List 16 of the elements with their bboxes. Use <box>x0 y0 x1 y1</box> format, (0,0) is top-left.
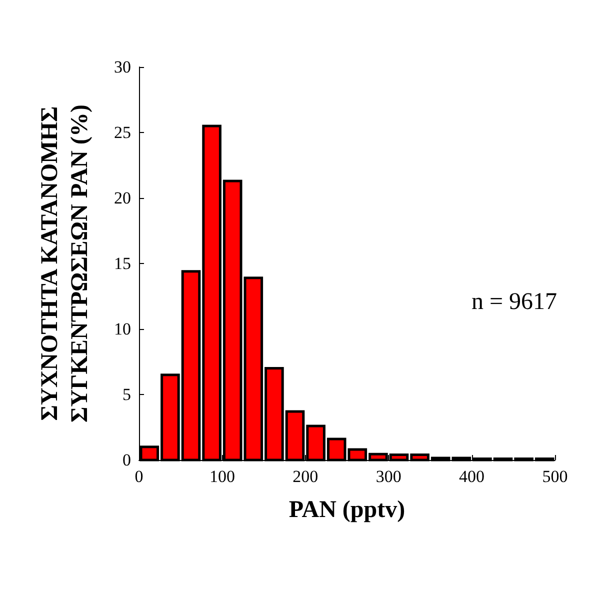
y-tick-label: 30 <box>114 58 131 76</box>
x-tick-label: 100 <box>209 467 235 486</box>
y-tick-label: 20 <box>114 188 131 208</box>
x-tick-label: 500 <box>542 467 568 486</box>
y-tick-label: 15 <box>114 254 131 273</box>
y-tick-label: 25 <box>114 123 131 142</box>
y-tick-label: 10 <box>114 320 131 338</box>
y-axis-title: ΣΥΧΝΟΤΗΤΑ ΚΑΤΑΝΟΜΗΣ ΣΥΓΚΕΝΤΡΩΣΕΩΝ PAN (%) <box>37 104 93 422</box>
x-tick-label: 400 <box>459 467 485 486</box>
y-tick-label: 0 <box>122 450 131 470</box>
x-tick-label: 0 <box>134 467 144 486</box>
x-axis-title: PAN (pptv) <box>288 497 406 523</box>
y-tick-label: 5 <box>122 385 131 404</box>
x-tick-label: 200 <box>292 467 318 486</box>
annotation: n = 9617 <box>471 289 558 315</box>
x-tick-label: 300 <box>376 467 402 486</box>
